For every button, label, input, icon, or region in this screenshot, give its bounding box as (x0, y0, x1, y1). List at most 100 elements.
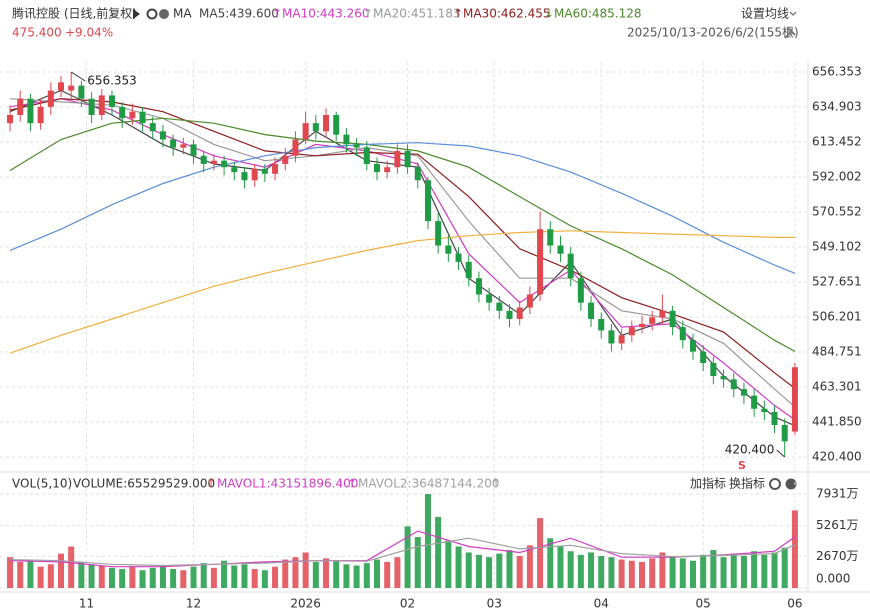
ma-trend: ↓ (544, 7, 554, 21)
candle-body (608, 330, 615, 344)
candle-body (47, 90, 54, 107)
volume-bar (526, 545, 533, 588)
volume-bar (394, 557, 401, 588)
volume-bar (129, 566, 136, 588)
candle-body (312, 123, 319, 132)
gear-icon[interactable] (146, 8, 158, 20)
x-tick-label: 05 (696, 597, 711, 611)
ma-settings[interactable]: 设置均线 (741, 7, 789, 21)
annotation-label: 656.353 (87, 73, 137, 87)
candle-body (108, 95, 115, 107)
candle-body (618, 335, 625, 344)
candle-body (343, 134, 350, 145)
volume-bar (761, 554, 768, 588)
candle-body (221, 160, 228, 168)
y-tick-label: 570.552 (812, 204, 862, 218)
volume-bar (27, 559, 34, 588)
candle-body (761, 408, 768, 412)
y-tick-label: 420.400 (812, 449, 862, 463)
price-change: +9.04% (65, 26, 113, 40)
candle-body (78, 85, 85, 99)
volume-bar (149, 567, 156, 588)
volume-bar (598, 556, 605, 588)
volume-ma-legend: MAVOL2:36487144.200 (358, 477, 499, 491)
candle-body (170, 139, 177, 148)
candle-body (577, 278, 584, 303)
pin-icon[interactable] (784, 27, 796, 39)
y-tick-label: 484.751 (812, 344, 862, 358)
y-tick-label: 506.201 (812, 309, 862, 323)
candle-body (588, 302, 595, 319)
stock-title[interactable]: 腾讯控股 (日线,前复权) (12, 6, 137, 21)
candle-body (516, 307, 523, 319)
volume-bar (261, 570, 268, 588)
volume-ma-legend: MAVOL1:43151896.400 (217, 477, 358, 491)
ma-button[interactable]: MA (173, 7, 192, 21)
y-tick-label: 0.000 (816, 572, 850, 586)
dropdown-icon[interactable] (789, 11, 797, 16)
volume-bar (231, 565, 238, 588)
y-tick-label: 613.452 (812, 134, 862, 148)
volume-bar (588, 552, 595, 588)
play-icon[interactable] (133, 9, 140, 19)
candle-body (373, 163, 380, 173)
y-tick-label: 634.903 (812, 99, 862, 113)
volume-bar (424, 494, 431, 588)
volume-bar (475, 554, 482, 588)
ma-line (9, 117, 796, 352)
candle-body (598, 318, 605, 331)
ma-line (9, 142, 796, 274)
candle-body (455, 253, 462, 262)
candle-body (58, 82, 65, 91)
annotation-label: 420.400 (725, 442, 775, 456)
volume-bar (506, 550, 513, 588)
volume-bar (547, 538, 554, 588)
candle-body (272, 163, 279, 174)
volume-legend: VOLUME:65529529.000 (73, 477, 215, 491)
volume-bar (751, 551, 758, 588)
volume-bar (414, 537, 421, 588)
y-tick-label: 7931万 (816, 487, 859, 501)
ma-legend: MA10:443.260 (282, 7, 370, 21)
x-tick-label: 12 (186, 597, 201, 611)
volume-bar (404, 526, 411, 588)
candle-body (17, 98, 24, 115)
volume-bar (292, 557, 299, 588)
candle-body (282, 155, 289, 164)
volume-bar (689, 560, 696, 588)
candle-body (231, 167, 238, 173)
ma-legend: MA60:485.128 (554, 7, 642, 21)
volume-bar (119, 569, 126, 588)
indicator-button[interactable]: 加指标 (690, 476, 726, 491)
y-tick-label: 527.651 (812, 274, 862, 288)
ma-trend: ↑ (453, 7, 463, 21)
settings-icon[interactable] (769, 478, 781, 490)
candle-body (639, 323, 646, 328)
y-tick-label: 549.102 (812, 239, 862, 253)
ma-trend: ↑ (363, 7, 373, 21)
volume-bar (139, 570, 146, 588)
candle-body (261, 168, 268, 174)
volume-bar (679, 558, 686, 588)
candle-body (363, 147, 370, 164)
volume-bar (282, 559, 289, 588)
volume-bar (516, 556, 523, 588)
volume-bar (37, 566, 44, 588)
candle-body (781, 425, 788, 442)
indicator-button[interactable]: 换指标 (729, 476, 765, 491)
candle-body (445, 245, 452, 254)
candle-body (557, 245, 564, 254)
volume-bar (343, 564, 350, 588)
candle-body (139, 111, 146, 124)
volume-bar (200, 563, 207, 588)
candle-body (659, 310, 666, 318)
x-tick-label: 04 (594, 597, 609, 611)
volume-bar (68, 546, 75, 588)
candle-body (180, 144, 187, 148)
eye-icon[interactable] (159, 9, 169, 19)
y-tick-label: 656.353 (812, 64, 862, 78)
volume-bar (567, 551, 574, 588)
y-tick-label: 2670万 (816, 549, 859, 563)
close-icon[interactable] (785, 478, 797, 490)
